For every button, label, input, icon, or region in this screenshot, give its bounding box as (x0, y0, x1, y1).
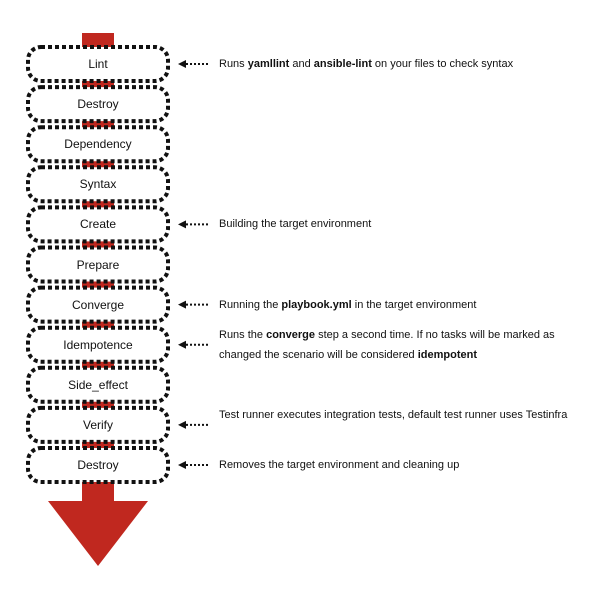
step-note: Runs yamllint and ansible-lint on your f… (219, 54, 589, 74)
pointer-arrowhead (178, 461, 186, 469)
step-label: Syntax (79, 177, 117, 192)
note-text: Building the target environment (219, 218, 372, 231)
step-label: Destroy (77, 97, 119, 112)
step-box (26, 245, 170, 284)
step-box (26, 285, 170, 324)
pointer-arrowhead (178, 220, 186, 229)
note-bold-text: converge (266, 328, 316, 341)
note-bold-text: playbook.yml (281, 298, 352, 311)
step-box (26, 365, 170, 404)
pointer-arrowhead (178, 300, 186, 309)
pointer-arrowhead (178, 420, 186, 429)
step-label: Idempotence (63, 337, 133, 352)
step-box (26, 125, 170, 164)
step-label: Prepare (76, 257, 120, 272)
step-label: Create (79, 217, 117, 232)
step-box (26, 446, 170, 484)
step-box (26, 205, 170, 244)
step-note: Building the target environment (219, 214, 589, 234)
step-box (26, 85, 170, 124)
step-label: Converge (71, 297, 125, 312)
note-text: step a second time. If no tasks will be … (219, 328, 555, 361)
note-text: on your files to check syntax (371, 58, 514, 70)
step-box (26, 325, 170, 364)
note-bold-text: ansible-lint (313, 58, 372, 70)
arrow-head (48, 501, 148, 566)
step-note: Running the playbook.yml in the target e… (219, 295, 589, 315)
step-box (26, 405, 170, 444)
step-label: Verify (82, 417, 113, 432)
step-note: Runs the converge step a second time. If… (219, 325, 589, 365)
step-label: Destroy (77, 458, 119, 472)
note-text: in the target environment (351, 298, 477, 311)
step-note: Test runner executes integration tests, … (219, 405, 589, 425)
pointer-arrowhead (178, 340, 186, 349)
note-text: Test runner executes integration tests, … (219, 408, 568, 421)
note-text: Removes the target environment and clean… (219, 459, 460, 471)
note-text: Runs the (219, 328, 267, 341)
note-bold-text: yamllint (247, 58, 290, 70)
step-label: Side_effect (68, 377, 128, 392)
step-label: Lint (88, 57, 108, 71)
note-text: and (289, 58, 314, 70)
step-box (26, 165, 170, 204)
step-label: Dependency (64, 137, 132, 152)
step-box (26, 45, 170, 83)
note-bold-text: idempotent (417, 348, 478, 361)
step-note: Removes the target environment and clean… (219, 455, 589, 475)
note-text: Runs (219, 58, 248, 70)
note-text: Running the (219, 298, 282, 311)
pointer-arrowhead (178, 60, 186, 68)
